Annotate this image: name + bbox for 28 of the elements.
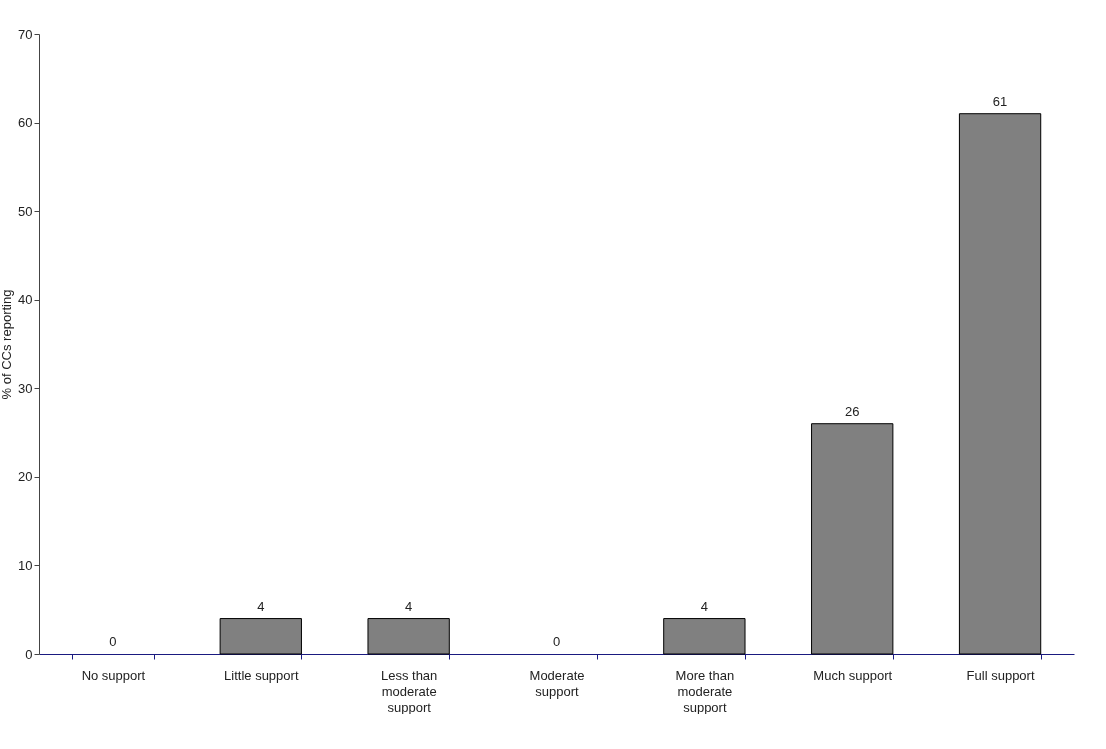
x-tick-label: Moderate support [529,667,585,699]
y-tick-label: 0 [25,646,33,662]
x-tick-label: More than moderate support [675,667,735,715]
bar [811,423,894,655]
y-tick-label: 30 [18,380,33,396]
data-label: 0 [109,634,117,649]
bar [367,618,450,655]
data-label: 4 [700,598,708,614]
data-label: 4 [405,598,413,614]
y-tick-label: 40 [18,292,33,308]
data-label: 0 [552,634,561,649]
y-tick-label: 20 [18,469,33,485]
x-tick-label: Little support [224,667,299,683]
bar [958,113,1042,655]
bar [663,618,746,655]
x-tick-label: No support [81,667,146,683]
y-tick-label: 70 [18,26,33,42]
y-tick-label: 10 [18,557,33,573]
x-tick-label: Less than moderate support [380,667,438,715]
data-label: 26 [844,403,860,419]
x-tick-label: Full support [966,667,1035,683]
y-tick-label: 50 [18,203,33,219]
x-tick-label: Much support [813,667,893,683]
data-label: 4 [257,598,265,614]
data-label: 61 [992,93,1008,109]
y-tick-label: 60 [18,115,33,131]
bar [219,618,302,655]
y-axis-title: % of CCs reporting [0,289,15,400]
